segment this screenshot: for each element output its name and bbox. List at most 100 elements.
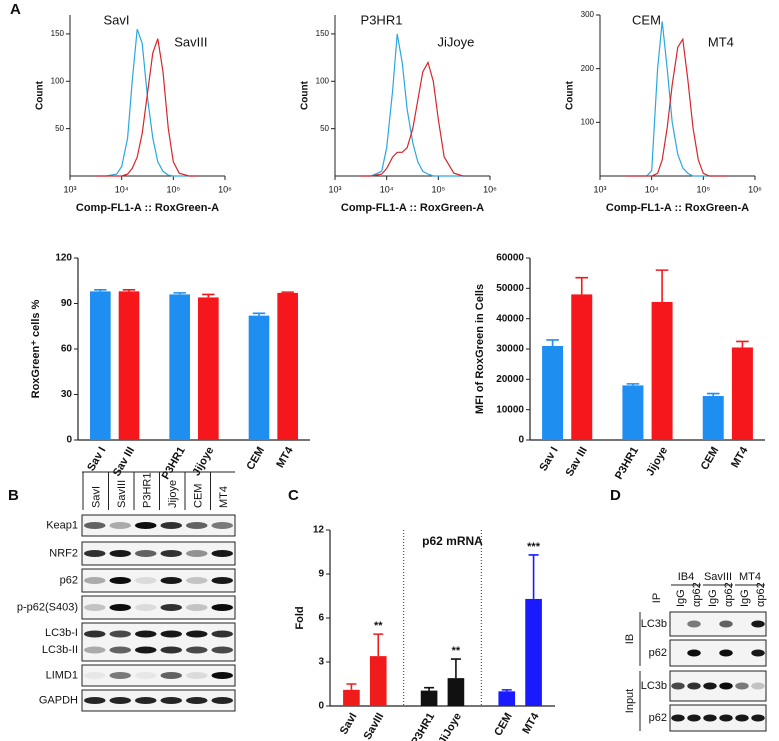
error-bar [450,658,461,679]
series-label: CEM [632,12,661,27]
x-tick-label: MT4 [729,444,751,470]
blot-band [719,714,733,722]
y-tick-label: 60000 [496,253,524,264]
y-tick-label: 60 [61,344,73,355]
error-bar [202,293,215,298]
blot-band [703,714,717,722]
bar [369,656,387,706]
y-tick-label: 50000 [496,283,524,294]
significance: *** [527,541,541,553]
blot-band [160,630,182,638]
histogram-curve [624,37,728,177]
series-label: SavI [103,12,129,27]
lane-label: SavI [91,486,103,508]
x-tick-label: P3HR1 [409,711,437,741]
bar [651,301,673,440]
bar [525,598,542,706]
row-label: LC3b-II [42,644,78,656]
bar [498,691,516,706]
y-tick-label: 40000 [496,313,524,324]
lane-label: IgG [739,589,751,607]
error-bar [122,289,136,292]
blot-band [109,630,131,638]
blot-band [135,672,157,679]
blot-frame [81,541,236,566]
x-tick-label: SavI [338,711,360,737]
blot-band [687,649,701,657]
blot-band [135,630,157,638]
y-axis-label: Count [35,80,46,110]
blot-band [109,604,131,611]
lane-label: CEM [193,484,205,508]
error-bar [94,289,107,292]
blot-band [186,604,208,611]
panel-label: C [288,487,299,504]
blot-frame [81,622,236,662]
error-bar [736,340,749,348]
row-label: LC3b [641,680,667,692]
x-tick-label: MT4 [274,444,296,470]
y-axis-label: Fold [294,606,306,629]
error-bar [528,554,539,599]
blot-band [211,697,233,704]
blot-band [719,682,733,690]
bar [343,689,360,706]
blot-band [211,522,233,529]
blot-band [109,522,131,529]
y-tick-label: 9 [318,569,324,580]
blot-band [671,714,685,722]
blot-frame [81,664,236,687]
row-label: LC3b-I [45,627,78,639]
series-label: SavIII [174,34,207,49]
section-label: Input [624,689,636,713]
bar [731,347,753,440]
blot-band [135,646,157,654]
y-tick-label: 6 [318,613,324,624]
blot-frame [669,611,767,637]
blot-band [135,577,157,584]
blot-band [211,550,233,557]
blot-band [84,646,106,654]
x-tick-label: 10⁵ [696,184,710,194]
y-tick-label: 100 [316,76,330,85]
group-label: IB4 [678,571,695,583]
group-label: SavIII [704,571,732,583]
x-tick-label: Sav I [85,445,108,473]
error-bar [424,686,435,691]
histogram-curve [94,29,198,177]
error-bar [546,339,559,346]
x-tick-label: CEM [699,445,722,472]
blot-frame [81,568,236,593]
bar [118,291,140,440]
blot-frame [669,704,767,732]
lane-label: αp62 [755,582,767,607]
x-tick-label: CEM [492,711,515,738]
x-axis-label: Comp-FL1-A :: RoxGreen-A [341,202,484,214]
x-axis-label: Comp-FL1-A :: RoxGreen-A [76,202,219,214]
y-tick-label: 0 [518,435,524,446]
blot-band [84,697,106,704]
blot-band [687,714,701,722]
blot-band [109,646,131,654]
x-tick-label: SavIII [362,711,387,741]
x-tick-label: Jijoye [644,445,670,478]
row-label: Keap1 [46,519,78,531]
error-bar [655,269,669,302]
row-label: p62 [60,574,78,586]
x-tick-label: 10⁵ [166,184,180,194]
blot-band [160,550,182,557]
x-tick-label: MT4 [520,710,542,736]
y-tick-label: 0 [318,701,324,712]
x-tick-label: Sav I [537,445,560,473]
series-label: JiJoye [437,34,474,49]
chart-title: p62 mRNA [422,534,483,548]
bar [542,345,564,440]
y-tick-label: 300 [581,10,595,19]
bar [90,291,111,440]
row-label: NRF2 [49,547,78,559]
histogram-curve [359,33,463,177]
x-tick-label: 10⁶ [483,184,497,194]
x-tick-label: 10³ [63,184,76,194]
panel-label: A [10,1,21,18]
row-label: LIMD1 [46,669,78,681]
